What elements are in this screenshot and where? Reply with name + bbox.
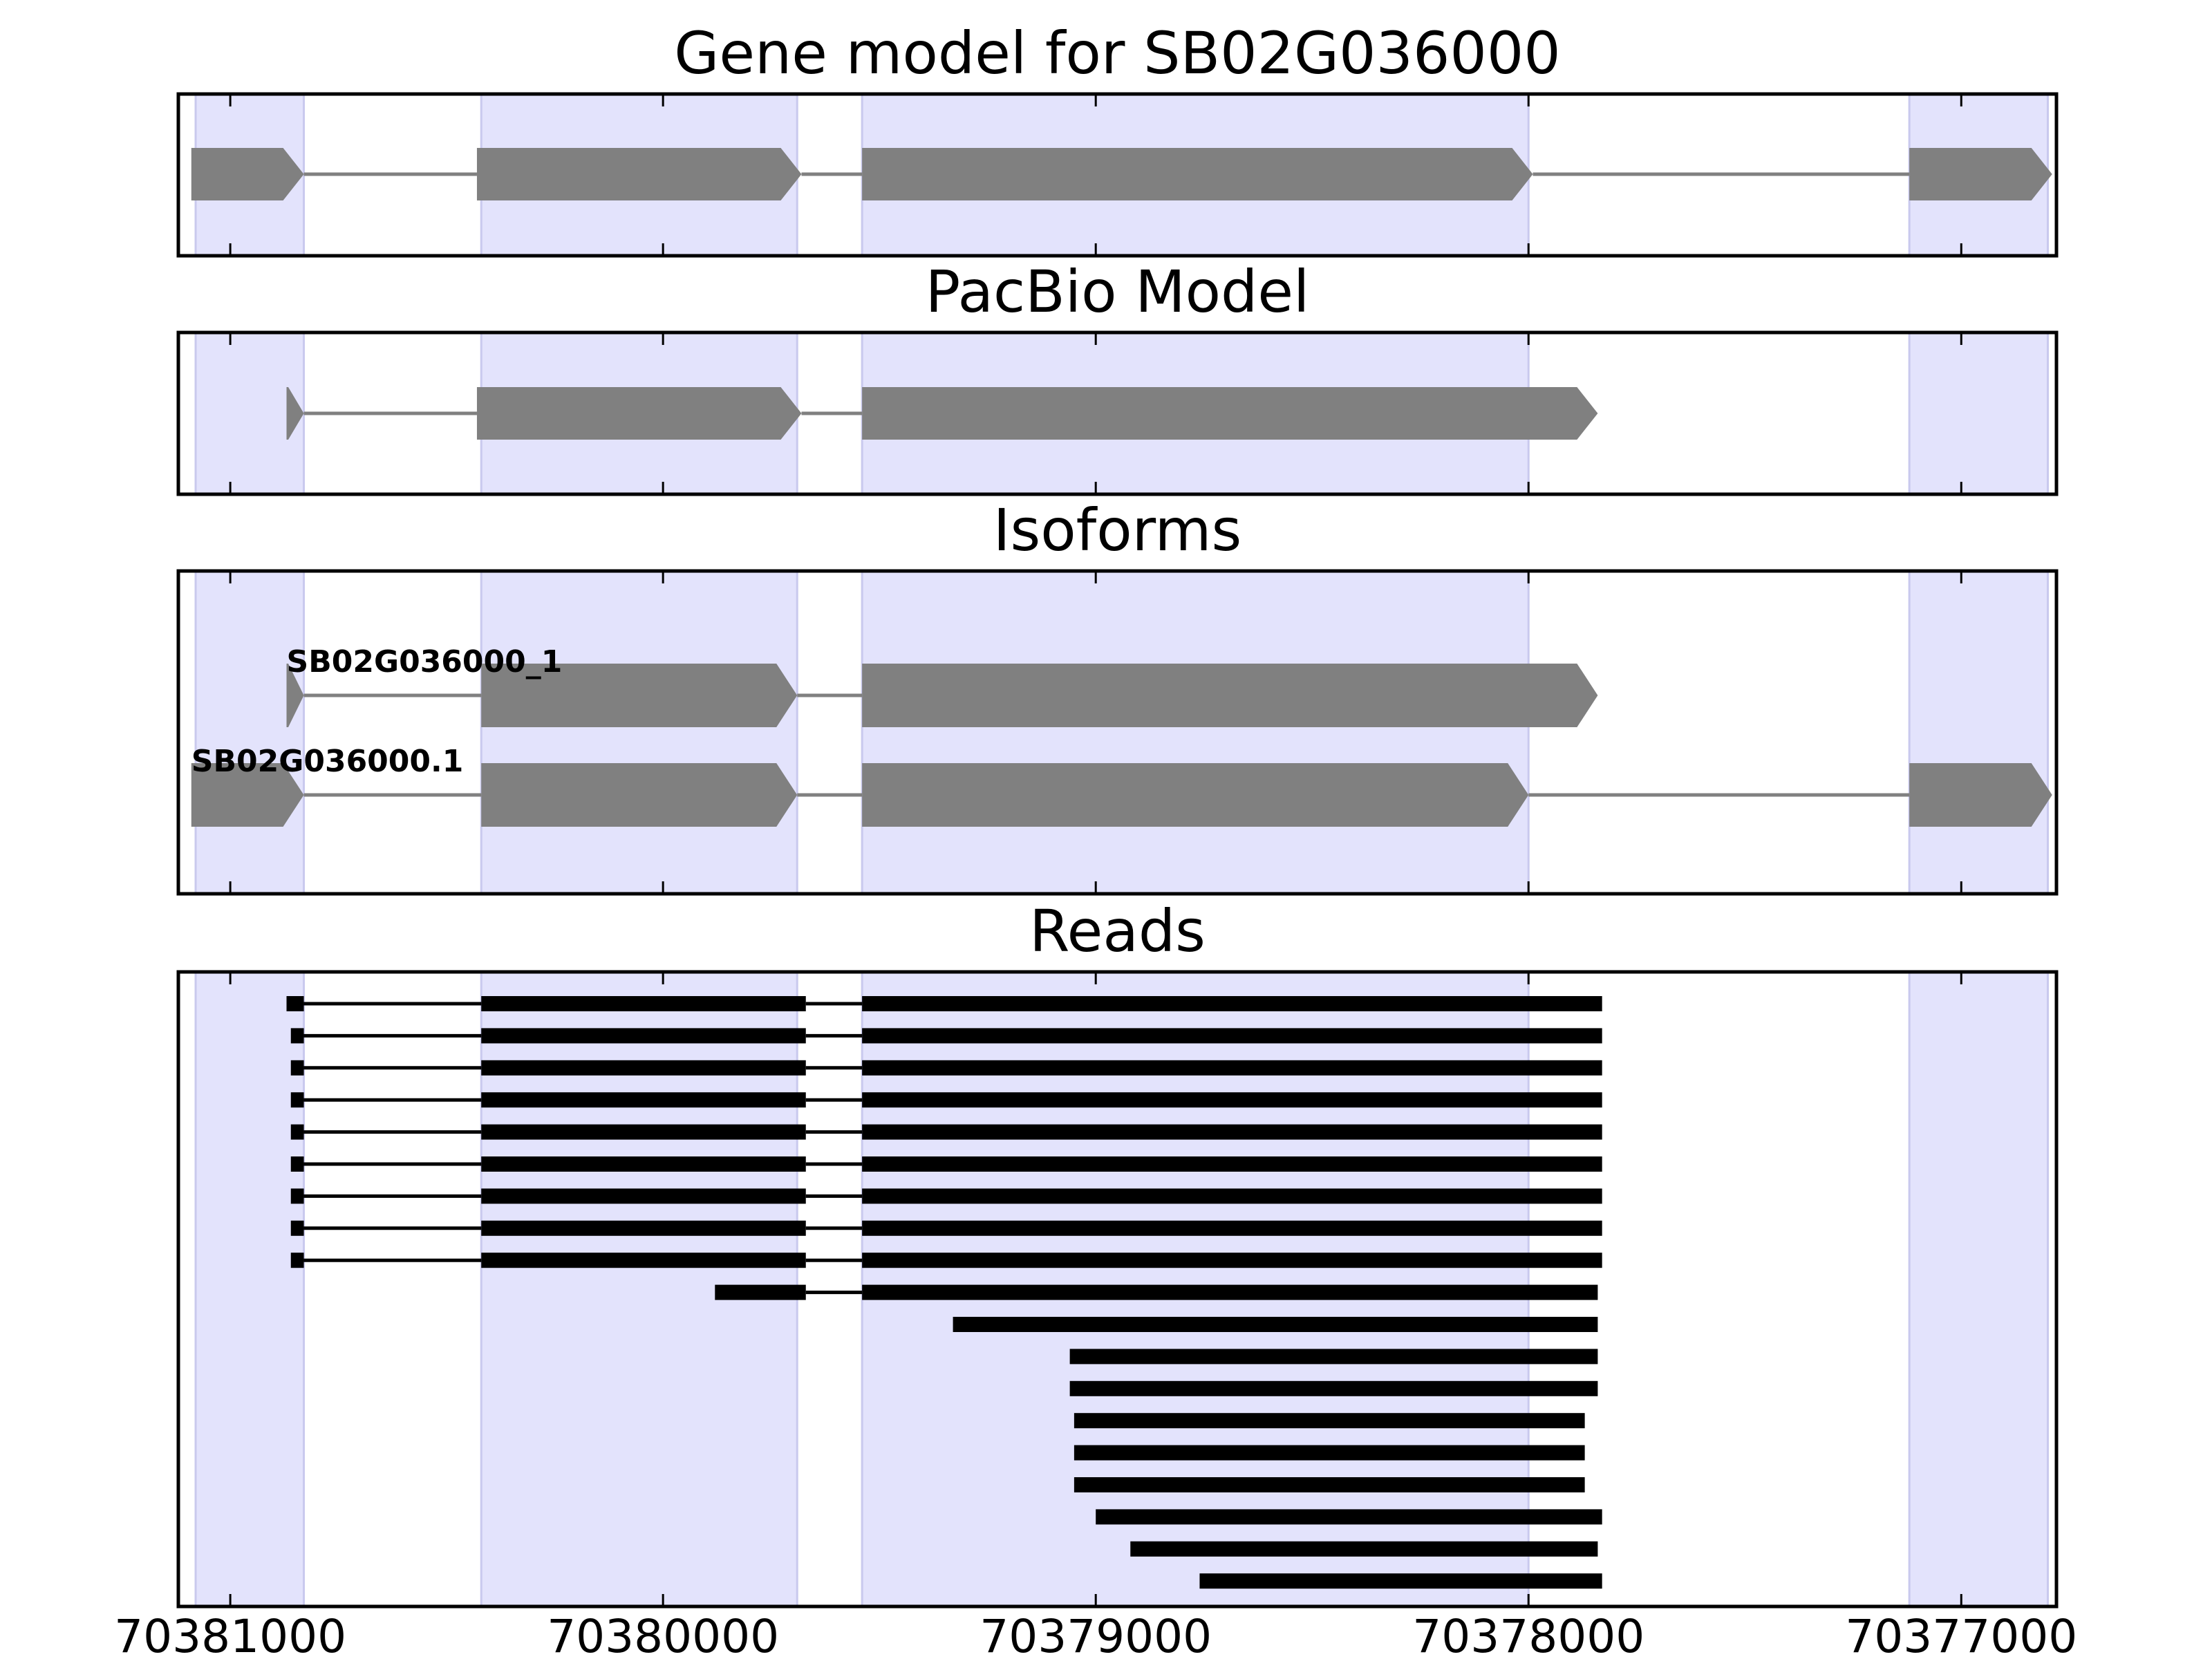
x-ticks [229, 571, 1962, 894]
x-ticks [229, 332, 1962, 494]
panel-title: Gene model for SB02G036000 [674, 19, 1560, 87]
read-block [862, 996, 1602, 1011]
panel-isoforms: SB02G036000_1 SB02G036000.1 Isoforms [176, 496, 2059, 896]
read-block [1069, 1380, 1598, 1396]
read-block [1096, 1509, 1602, 1525]
read-block [290, 1220, 304, 1236]
read-block [290, 1253, 304, 1268]
read-block [481, 1188, 806, 1204]
x-tick-label: 70379000 [980, 1610, 1212, 1659]
exon-arrow [862, 148, 1533, 200]
read-block [481, 1060, 806, 1076]
read-block [862, 1124, 1602, 1140]
x-tick-label: 70381000 [114, 1610, 346, 1659]
read-block [481, 1156, 806, 1172]
exon-arrow [481, 763, 798, 827]
read-block [290, 1188, 304, 1204]
gene-features [191, 148, 2052, 200]
x-ticks [229, 972, 1962, 1606]
exon-band [480, 570, 798, 895]
exon-band [194, 570, 306, 895]
read-block [715, 1284, 806, 1300]
exon-arrow [191, 763, 304, 827]
exon-bands [194, 570, 2049, 895]
panel-frame [176, 330, 2059, 496]
exon-arrow [476, 148, 802, 200]
panel-frame [176, 569, 2059, 896]
read-block [481, 1253, 806, 1268]
exon-arrow [191, 148, 304, 200]
read-features [286, 996, 1602, 1589]
read-block [862, 1060, 1602, 1076]
isoform-label: SB02G036000.1 [191, 744, 464, 779]
read-block [481, 1092, 806, 1108]
read-block [290, 1156, 304, 1172]
isoform-label: SB02G036000_1 [287, 644, 563, 679]
exon-arrow [286, 387, 304, 440]
exon-arrow [476, 387, 802, 440]
read-block [1069, 1349, 1598, 1365]
read-block [290, 1028, 304, 1044]
exon-arrow [1909, 763, 2052, 827]
exon-arrow [1909, 148, 2052, 200]
read-block [481, 1028, 806, 1044]
panel-title: Reads [1029, 897, 1206, 965]
read-block [1130, 1541, 1598, 1557]
panel-gene-model: Gene model for SB02G036000 [176, 19, 2059, 258]
panel-title: PacBio Model [926, 258, 1310, 326]
gene-features [286, 387, 1598, 440]
panel-reads: Reads 70381000 70380000 70379000 70378000 70… [114, 897, 2077, 1659]
x-tick-label: 70378000 [1412, 1610, 1644, 1659]
read-block [1199, 1573, 1602, 1589]
read-block [862, 1220, 1602, 1236]
exon-arrow [481, 664, 798, 727]
read-block [862, 1028, 1602, 1044]
exon-arrow [862, 763, 1529, 827]
read-block [286, 996, 304, 1011]
read-block [953, 1317, 1598, 1332]
read-block [481, 1220, 806, 1236]
panel-title: Isoforms [993, 496, 1242, 564]
read-block [862, 1253, 1602, 1268]
read-block [481, 1124, 806, 1140]
exon-band [861, 570, 1530, 895]
read-block [481, 996, 806, 1011]
x-tick-label: 70380000 [547, 1610, 779, 1659]
panel-frame [176, 92, 2059, 258]
read-block [862, 1188, 1602, 1204]
x-tick-label: 70377000 [1845, 1610, 2077, 1659]
read-block [1074, 1445, 1585, 1461]
read-block [862, 1284, 1598, 1300]
panel-frame [176, 970, 2059, 1609]
read-block [1074, 1477, 1585, 1492]
read-block [290, 1124, 304, 1140]
exon-band [1908, 570, 2049, 895]
read-block [290, 1092, 304, 1108]
exon-arrow [862, 387, 1598, 440]
panel-pacbio-model: PacBio Model [176, 258, 2059, 496]
read-block [862, 1156, 1602, 1172]
exon-band [1908, 331, 2049, 496]
exon-band [194, 971, 306, 1608]
read-block [290, 1060, 304, 1076]
exon-band [194, 331, 306, 496]
x-ticks [229, 94, 1962, 256]
exon-arrow [862, 664, 1598, 727]
read-block [1074, 1413, 1585, 1429]
gene-features: SB02G036000_1 SB02G036000.1 [191, 644, 2052, 827]
exon-band [1908, 971, 2049, 1608]
read-block [862, 1092, 1602, 1108]
exon-arrow [286, 664, 304, 727]
